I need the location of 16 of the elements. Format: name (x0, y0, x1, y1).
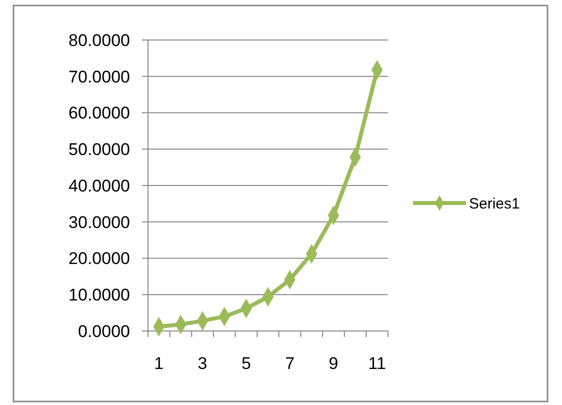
y-tick-label: 80.0000 (68, 30, 130, 50)
y-tick-label: 40.0000 (68, 176, 130, 196)
x-tick-label: 1 (154, 354, 164, 373)
x-tick-label: 3 (198, 354, 208, 373)
y-tick-label: 20.0000 (68, 249, 130, 268)
y-tick-label: 0.0000 (78, 322, 130, 341)
y-tick-label: 50.0000 (68, 140, 130, 160)
x-tick-label: 9 (328, 354, 338, 373)
y-tick-label: 30.0000 (68, 212, 130, 232)
y-tick-label: 70.0000 (68, 67, 130, 86)
y-tick-label: 60.0000 (68, 104, 130, 123)
x-tick-label: 5 (241, 354, 251, 373)
x-tick-label: 7 (285, 354, 295, 373)
legend-label: Series1 (469, 195, 520, 212)
x-tick-label: 11 (368, 354, 386, 373)
y-tick-label: 10.0000 (68, 286, 130, 305)
